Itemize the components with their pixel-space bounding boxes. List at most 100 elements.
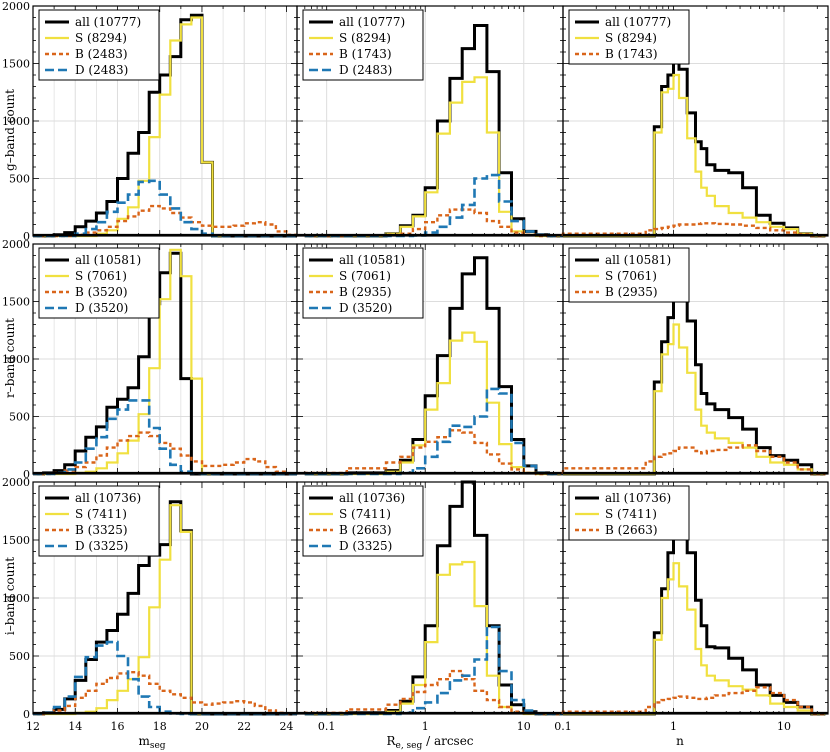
legend-label-S: S (8294) [339, 31, 391, 45]
legend-label-D: D (2483) [339, 63, 392, 77]
legend-label-B: B (1743) [339, 47, 392, 61]
legend-box [302, 247, 424, 319]
legend-label-D: D (3325) [75, 539, 128, 553]
series-D [33, 640, 297, 716]
legend: all (10777) S (8294) B (1743) D (2483) [302, 9, 424, 81]
x-tick-label: 0.1 [554, 720, 572, 733]
x-axis-title-n: n [676, 734, 684, 748]
x-tick-label: 14 [68, 720, 82, 733]
legend-label-all: all (10581) [75, 253, 141, 267]
x-tick-label: 20 [195, 720, 209, 733]
legend-label-S: S (7061) [605, 269, 657, 283]
x-tick-label: 18 [153, 720, 167, 733]
panel-r-mseg: 0 500 1000 1500 2000 all (10581) S (7061) B (35… [2, 238, 298, 481]
legend: all (10581) S (7061) B (3520) D (3520) [38, 247, 160, 319]
panel-i-mseg: 0 500 1000 1500 2000 12 14 16 18 20 22 24 all (10736… [2, 476, 298, 733]
legend-label-B: B (2663) [605, 523, 658, 537]
legend-label-D: D (3520) [339, 301, 392, 315]
legend: all (10777) S (8294) B (1743) [568, 9, 690, 65]
legend-label-all: all (10581) [605, 253, 671, 267]
panel-g-re: all (10777) S (8294) B (1743) D (2483) [296, 5, 564, 238]
series-D [33, 399, 297, 476]
x-tick-label: 1 [422, 720, 429, 733]
legend-label-all: all (10777) [339, 15, 405, 29]
y-tick-label: 0 [23, 468, 30, 481]
y-axis-titles: g–band count r–band count i–band count [3, 89, 17, 635]
legend: all (10581) S (7061) B (2935) [568, 247, 690, 303]
panel-i-re: 0.1 1 10 all (10736) S (7411) B (2663) D (3325… [296, 480, 564, 733]
legend-label-S: S (7061) [75, 269, 127, 283]
series-all [563, 57, 826, 238]
x-axis-titles: mseg Re, seg / arcsec n [138, 734, 684, 751]
x-tick-label: 22 [237, 720, 251, 733]
series-S [563, 562, 826, 716]
series-B [33, 671, 297, 716]
legend-label-B: B (2935) [605, 285, 658, 299]
legend-label-all: all (10736) [339, 491, 405, 505]
y-tick-label: 2000 [2, 476, 30, 489]
legend: all (10581) S (7061) B (2935) D (3520) [302, 247, 424, 319]
legend-label-D: D (2483) [75, 63, 128, 77]
x-tick-label: 0.1 [318, 720, 336, 733]
y-axis-title-r: r–band count [3, 318, 17, 398]
legend: all (10777) S (8294) B (2483) D (2483) [38, 9, 160, 81]
legend-label-S: S (8294) [75, 31, 127, 45]
legend-label-S: S (7411) [339, 507, 391, 521]
y-tick-label: 1000 [2, 592, 30, 605]
legend-label-B: B (3325) [75, 523, 128, 537]
y-tick-label: 500 [9, 650, 30, 663]
legend-label-B: B (2935) [339, 285, 392, 299]
legend-label-all: all (10581) [339, 253, 405, 267]
y-axis-title-g: g–band count [3, 89, 17, 171]
y-tick-label: 1500 [2, 534, 30, 547]
series-S [563, 73, 826, 238]
y-tick-label: 500 [9, 173, 30, 186]
legend: all (10736) S (7411) B (2663) D (3325) [302, 485, 424, 557]
y-tick-label: 0 [23, 708, 30, 721]
x-axis-title-re: Re, seg / arcsec [386, 734, 473, 751]
panel-g-n: all (10777) S (8294) B (1743) [561, 5, 829, 238]
x-tick-label: 12 [26, 720, 40, 733]
y-tick-label: 1500 [2, 58, 30, 71]
y-tick-label: 0 [23, 230, 30, 243]
legend-label-S: S (8294) [605, 31, 657, 45]
legend-label-S: S (7411) [605, 507, 657, 521]
panel-r-re: all (10581) S (7061) B (2935) D (3520) [296, 243, 564, 476]
series-B [303, 669, 563, 716]
legend: all (10736) S (7411) B (2663) [568, 485, 690, 541]
series-B [561, 444, 826, 476]
x-tick-label: 16 [110, 720, 124, 733]
x-axis-title-mseg: mseg [138, 734, 165, 751]
legend-label-S: S (7411) [75, 507, 127, 521]
y-tick-label: 500 [9, 411, 30, 424]
series-B [33, 431, 297, 476]
legend-label-all: all (10777) [605, 15, 671, 29]
y-tick-label: 2000 [2, 238, 30, 251]
series-all [563, 277, 826, 476]
x-tick-label: 1 [670, 720, 677, 733]
legend: all (10736) S (7411) B (3325) D (3325) [38, 485, 160, 557]
series-S [563, 323, 826, 476]
y-tick-label: 1000 [2, 353, 30, 366]
panel-i-n: 0.1 1 10 all (10736) S (7411) B (2663) [554, 481, 829, 733]
legend-label-D: D (3520) [75, 301, 128, 315]
legend-label-S: S (7061) [339, 269, 391, 283]
legend-label-D: D (3325) [339, 539, 392, 553]
y-axis-title-i: i–band count [3, 557, 17, 635]
y-tick-label: 1500 [2, 296, 30, 309]
legend-label-all: all (10777) [75, 15, 141, 29]
panel-r-n: all (10581) S (7061) B (2935) [561, 243, 829, 476]
x-tick-label: 10 [777, 720, 791, 733]
series-B [33, 204, 297, 238]
legend-label-B: B (3520) [75, 285, 128, 299]
panel-g-mseg: 0 500 1000 1500 2000 all (10777) S (8294) B (24… [2, 0, 298, 243]
x-tick-label: 24 [279, 720, 293, 733]
legend-label-B: B (1743) [605, 47, 658, 61]
x-tick-label: 10 [517, 720, 531, 733]
y-tick-label: 2000 [2, 0, 30, 13]
legend-label-B: B (2483) [75, 47, 128, 61]
y-tick-label: 1000 [2, 115, 30, 128]
series-B [561, 686, 826, 716]
